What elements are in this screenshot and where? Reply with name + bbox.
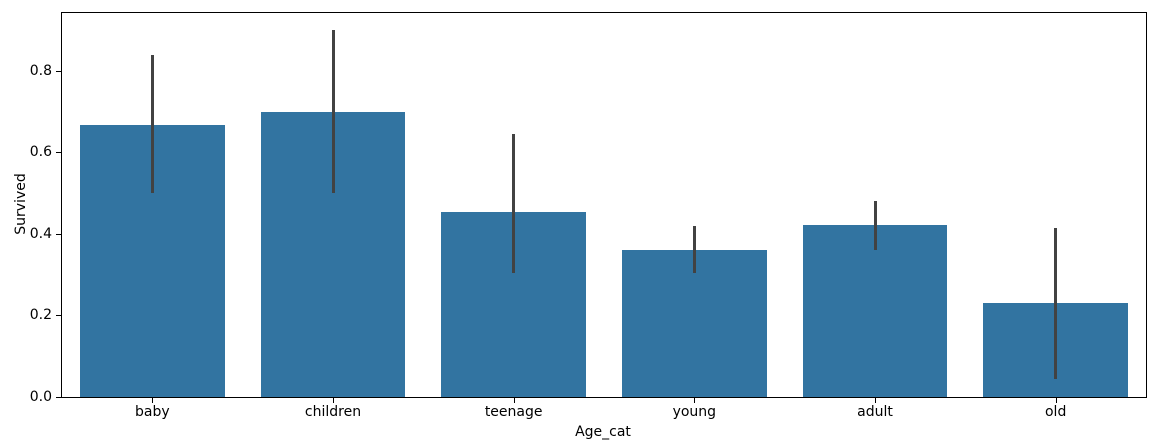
plot-area: baby children teenage young adult old 0.0 0.2 0.… — [30, 12, 1147, 419]
y-tick-label-0.4: 0.4 — [29, 225, 52, 242]
y-tick-mark-0.8 — [56, 70, 61, 72]
error-bar-adult — [873, 201, 877, 251]
error-bar-baby — [150, 54, 154, 194]
x-tick-mark-adult — [875, 398, 876, 403]
x-tick-label-old: old — [1044, 404, 1067, 420]
y-tick-mark-0.2 — [56, 315, 61, 317]
x-tick-mark-young — [694, 398, 696, 403]
x-tick-label-baby: baby — [135, 404, 170, 420]
error-bar-young — [692, 225, 696, 273]
y-tick-label-0.6: 0.6 — [29, 144, 52, 161]
x-tick-mark-teenage — [513, 398, 515, 403]
x-tick-mark-children — [333, 398, 334, 403]
y-tick-mark-0.0 — [56, 397, 61, 398]
x-tick-mark-old — [1055, 398, 1057, 403]
y-tick-label-0.0: 0.0 — [29, 389, 52, 405]
x-tick-label-adult: adult — [857, 404, 893, 420]
bar-young — [622, 250, 767, 397]
y-tick-mark-0.6 — [56, 152, 61, 154]
error-bar-old — [1054, 227, 1058, 379]
error-bar-teenage — [512, 134, 516, 273]
x-tick-mark-baby — [152, 398, 154, 403]
y-tick-mark-0.4 — [56, 233, 61, 235]
x-tick-label-young: young — [672, 404, 717, 420]
x-tick-label-teenage: teenage — [484, 404, 543, 420]
x-tick-label-children: children — [304, 404, 362, 420]
x-axis-label: Age_cat — [575, 424, 631, 440]
y-tick-label-0.2: 0.2 — [29, 307, 52, 324]
error-bar-children — [331, 30, 335, 194]
bar-adult — [802, 224, 948, 397]
y-axis-label: Survived — [13, 173, 29, 235]
y-tick-label-0.8: 0.8 — [29, 62, 52, 79]
